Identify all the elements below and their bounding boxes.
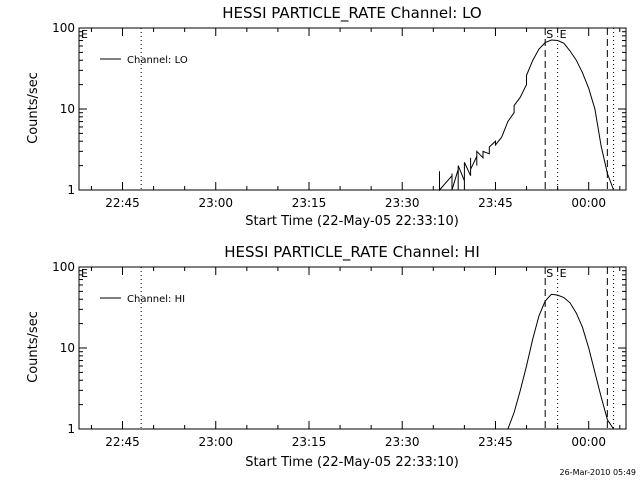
x-tick-label: 23:30 [385,435,420,449]
y-tick-label: 100 [52,260,75,274]
start-marker-label: S [546,28,553,41]
legend: Channel: LO [100,55,188,66]
timestamp-label: 26-Mar-2010 05:49 [560,468,637,477]
end-marker-label: E [560,28,567,41]
x-axis: 22:45 23:00 23:15 23:30 23:45 00:00 [90,267,621,449]
x-tick-label: 22:45 [105,435,140,449]
x-tick-label: 00:00 [571,196,606,210]
series-line [439,39,615,192]
y-axis: 1 10 100 [52,260,626,436]
left-edge-marker-label: E [81,267,88,280]
y-axis-label: Counts/sec [26,72,41,144]
end-marker-label: E [560,267,567,280]
x-tick-label: 23:15 [292,196,327,210]
plot-border [78,266,627,430]
y-tick-label: 1 [67,183,75,197]
start-marker-label: S [546,267,553,280]
plot-frame [78,27,627,191]
x-tick-label: 23:15 [292,435,327,449]
chart-title: HESSI PARTICLE_RATE Channel: LO [222,4,481,23]
legend-label: Channel: HI [127,294,185,305]
x-tick-label: 00:00 [571,435,606,449]
series-line [507,293,615,430]
y-axis-label: Counts/sec [26,311,41,383]
series-lines [439,39,615,192]
y-tick-label: 10 [60,102,75,116]
x-tick-label: 23:30 [385,196,420,210]
plot-border [78,27,627,191]
x-axis-label: Start Time (22-May-05 22:33:10) [245,214,459,229]
x-axis-label: Start Time (22-May-05 22:33:10) [245,455,459,470]
chart-title: HESSI PARTICLE_RATE Channel: HI [224,243,480,262]
y-tick-label: 1 [67,422,75,436]
x-axis: 22:45 23:00 23:15 23:30 23:45 00:00 [90,28,621,210]
lo-channel-panel: HESSI PARTICLE_RATE Channel: LO 1 10 100 2… [26,4,627,229]
y-tick-label: 10 [60,341,75,355]
hi-channel-panel: HESSI PARTICLE_RATE Channel: HI 1 10 100 2… [26,243,627,470]
left-edge-marker-label: E [81,28,88,41]
x-tick-label: 23:45 [478,435,513,449]
y-tick-label: 100 [52,21,75,35]
x-tick-label: 23:00 [198,196,233,210]
y-axis: 1 10 100 [52,21,626,197]
plot-frame [78,266,627,430]
legend: Channel: HI [100,294,185,305]
event-markers [140,267,615,429]
event-markers [140,28,615,190]
legend-label: Channel: LO [127,55,188,66]
series-lines [507,293,615,430]
x-tick-label: 23:00 [198,435,233,449]
x-tick-label: 22:45 [105,196,140,210]
x-tick-label: 23:45 [478,196,513,210]
